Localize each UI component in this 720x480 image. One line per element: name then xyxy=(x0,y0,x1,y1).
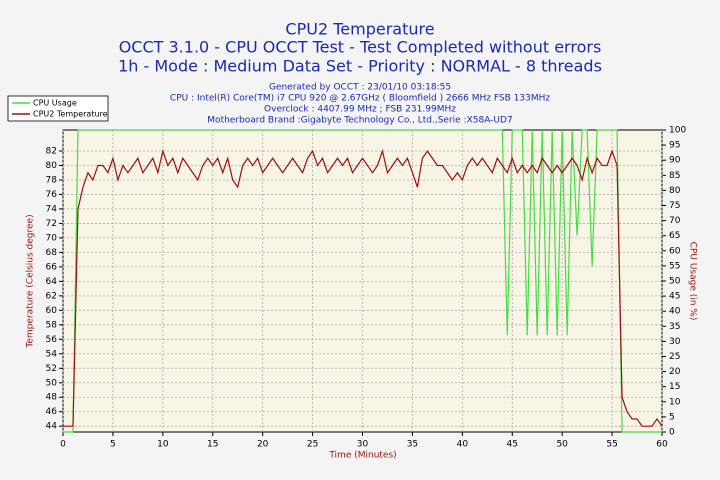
y2-tick-label: 35 xyxy=(669,322,680,332)
y-tick-label: 60 xyxy=(46,306,58,316)
x-tick-label: 50 xyxy=(556,440,568,450)
y-tick-label: 76 xyxy=(46,190,58,200)
y-tick-label: 58 xyxy=(46,320,58,330)
plot-area xyxy=(62,129,663,433)
info: Overclock : 4407.99 MHz ; FSB 231.99MHz xyxy=(264,105,456,115)
y-tick-label: 50 xyxy=(46,378,58,388)
y2-tick-label: 90 xyxy=(669,156,681,166)
info: Motherboard Brand :Gigabyte Technology C… xyxy=(207,116,512,126)
y2-tick-label: 55 xyxy=(669,261,680,271)
y-tick-label: 82 xyxy=(46,147,57,157)
x-tick-label: 60 xyxy=(656,440,668,450)
y2-tick-label: 60 xyxy=(669,246,681,256)
y-tick-label: 66 xyxy=(46,262,58,272)
y2-tick-label: 5 xyxy=(669,412,675,422)
y2-tick-label: 70 xyxy=(669,216,681,226)
y-tick-label: 70 xyxy=(46,233,58,243)
x-axis-label: Time (Minutes) xyxy=(328,451,396,461)
chart-title: CPU2 Temperature xyxy=(285,20,434,39)
line-series xyxy=(63,129,662,433)
x-tick-label: 55 xyxy=(606,440,617,450)
x-tick-label: 30 xyxy=(357,440,369,450)
y-tick-label: 44 xyxy=(46,422,58,432)
y2-tick-label: 50 xyxy=(669,277,681,287)
y-tick-label: 80 xyxy=(46,161,58,171)
y2-axis-label: CPU Usage (in %) xyxy=(688,242,698,321)
y2-tick-label: 75 xyxy=(669,201,680,211)
y2-tick-label: 85 xyxy=(669,171,680,181)
x-tick-label: 35 xyxy=(407,440,418,450)
y-tick-label: 52 xyxy=(46,364,57,374)
y2-tick-label: 80 xyxy=(669,186,681,196)
subtitle: OCCT 3.1.0 - CPU OCCT Test - Test Comple… xyxy=(119,38,602,57)
x-tick-label: 10 xyxy=(157,440,169,450)
y2-tick-label: 100 xyxy=(669,126,686,136)
y-tick-label: 72 xyxy=(46,219,57,229)
x-tick-label: 20 xyxy=(257,440,269,450)
line-series xyxy=(63,148,663,427)
y2-tick-label: 20 xyxy=(669,367,681,377)
y2-tick-label: 0 xyxy=(669,428,675,438)
y-tick-label: 64 xyxy=(46,277,58,287)
y-tick-label: 74 xyxy=(46,204,58,214)
x-tick-label: 15 xyxy=(207,440,218,450)
info: CPU : Intel(R) Core(TM) i7 CPU 920 @ 2.6… xyxy=(170,94,550,104)
legend-label: CPU Usage xyxy=(33,99,77,108)
y2-tick-label: 65 xyxy=(669,231,680,241)
y2-tick-label: 95 xyxy=(669,141,680,151)
y-tick-label: 62 xyxy=(46,291,57,301)
legend-label: CPU2 Temperature xyxy=(33,110,108,119)
x-tick-label: 45 xyxy=(507,440,518,450)
y-tick-label: 54 xyxy=(46,349,58,359)
y-tick-label: 68 xyxy=(46,248,58,258)
y2-tick-label: 10 xyxy=(669,397,681,407)
y2-tick-label: 25 xyxy=(669,352,680,362)
legend xyxy=(7,95,109,122)
info: Generated by OCCT : 23/01/10 03:18:55 xyxy=(269,83,451,93)
y-axis-label: Temperature (Celsius degree) xyxy=(26,214,36,348)
y2-tick-label: 15 xyxy=(669,382,680,392)
y-tick-label: 56 xyxy=(46,335,58,345)
y-tick-label: 46 xyxy=(46,407,58,417)
x-tick-label: 25 xyxy=(307,440,318,450)
x-tick-label: 0 xyxy=(60,440,66,450)
y-tick-label: 78 xyxy=(46,175,58,185)
x-tick-label: 40 xyxy=(457,440,469,450)
subtitle: 1h - Mode : Medium Data Set - Priority :… xyxy=(118,57,602,76)
y-tick-label: 48 xyxy=(46,393,58,403)
x-tick-label: 5 xyxy=(110,440,116,450)
y2-tick-label: 40 xyxy=(669,307,681,317)
y2-tick-label: 30 xyxy=(669,337,681,347)
y2-tick-label: 45 xyxy=(669,292,680,302)
